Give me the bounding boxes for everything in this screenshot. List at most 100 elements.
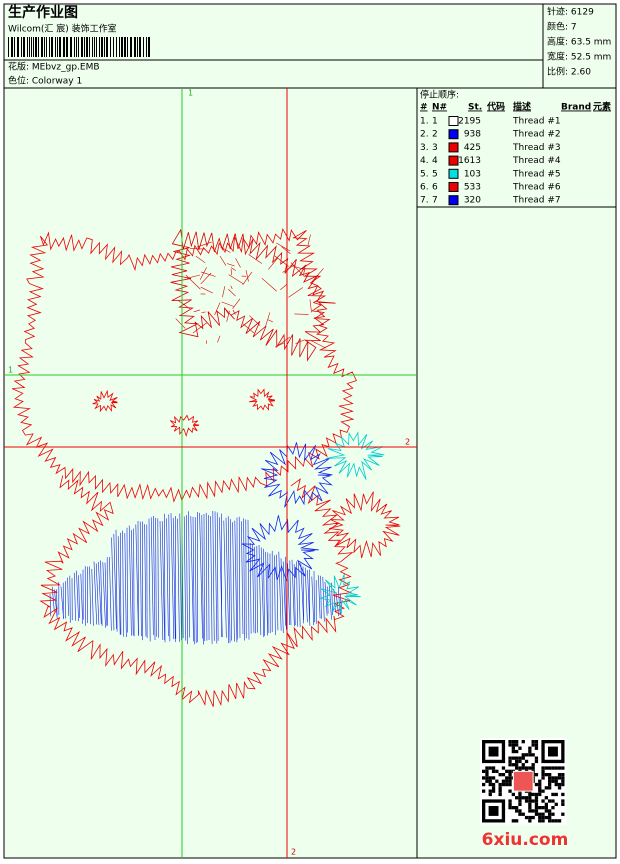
- qr-cell: [515, 740, 518, 743]
- qr-cell: [489, 783, 492, 786]
- qr-cell: [532, 793, 535, 796]
- qr-cell: [532, 743, 535, 746]
- description: Thread #1: [512, 117, 561, 127]
- qr-cell: [545, 766, 548, 769]
- bar-line: [110, 37, 111, 57]
- qr-cell: [508, 743, 511, 746]
- qr-cell: [508, 799, 511, 802]
- qr-cell: [525, 753, 528, 756]
- colorway: 色位: Colorway 1: [8, 75, 82, 87]
- qr-cell: [535, 803, 538, 806]
- qr-cell: [518, 813, 521, 816]
- qr-cell: [551, 806, 554, 809]
- bar-line: [124, 37, 126, 57]
- qr-cell: [508, 760, 511, 763]
- color-swatch: [449, 156, 458, 165]
- qr-cell: [538, 816, 541, 819]
- qr-cell: [545, 806, 548, 809]
- qr-cell: [551, 780, 554, 783]
- qr-cell: [555, 780, 558, 783]
- qr-cell: [522, 753, 525, 756]
- row-n: 4: [432, 156, 438, 166]
- qr-cell: [515, 763, 518, 766]
- qr-cell: [535, 760, 538, 763]
- row-index: 4.: [420, 156, 429, 166]
- qr-cell: [495, 780, 498, 783]
- row-n: 1: [432, 117, 438, 127]
- qr-cell: [538, 793, 541, 796]
- qr-code: [480, 738, 567, 825]
- qr-cell: [558, 773, 561, 776]
- qr-cell: [525, 796, 528, 799]
- bar-line: [38, 37, 39, 57]
- bar-line: [21, 37, 22, 57]
- qr-cell: [512, 740, 515, 743]
- qr-cell: [485, 780, 488, 783]
- qr-cell: [515, 809, 518, 812]
- bar-line: [17, 37, 19, 57]
- bar-line: [137, 37, 138, 57]
- qr-logo: [513, 771, 533, 791]
- bar-line: [23, 37, 25, 57]
- qr-cell: [548, 776, 551, 779]
- qr-cell: [492, 770, 495, 773]
- qr-cell: [541, 819, 544, 822]
- qr-cell: [535, 793, 538, 796]
- qr-cell: [538, 783, 541, 786]
- qr-cell: [528, 796, 531, 799]
- guide-label: 1: [8, 366, 13, 375]
- qr-cell: [528, 819, 531, 822]
- qr-cell: [558, 786, 561, 789]
- qr-cell: [561, 813, 564, 816]
- bar-line: [121, 37, 123, 57]
- qr-cell: [518, 799, 521, 802]
- qr-cell: [508, 776, 511, 779]
- qr-cell: [518, 809, 521, 812]
- bar-line: [76, 37, 77, 57]
- bar-line: [51, 37, 53, 57]
- qr-cell: [532, 816, 535, 819]
- description: Thread #2: [512, 130, 561, 140]
- qr-cell: [555, 819, 558, 822]
- qr-cell: [555, 783, 558, 786]
- design-file: 花版: MEbvz_gp.EMB: [8, 61, 100, 73]
- row-n: 6: [432, 183, 438, 193]
- qr-cell: [535, 740, 538, 743]
- qr-cell: [515, 750, 518, 753]
- watermark: 6xiu.com: [482, 830, 569, 850]
- qr-cell: [555, 776, 558, 779]
- row-n: 7: [432, 196, 438, 206]
- qr-cell: [535, 813, 538, 816]
- qr-cell: [482, 783, 485, 786]
- qr-cell: [538, 806, 541, 809]
- qr-cell: [541, 813, 544, 816]
- qr-cell: [508, 773, 511, 776]
- qr-cell: [551, 776, 554, 779]
- qr-cell: [518, 766, 521, 769]
- bar-line: [44, 37, 45, 57]
- bar-line: [104, 37, 105, 57]
- qr-cell: [522, 766, 525, 769]
- qr-cell: [489, 766, 492, 769]
- row-n: 5: [432, 169, 438, 179]
- row-index: 2.: [420, 130, 429, 140]
- qr-cell: [528, 750, 531, 753]
- qr-cell: [532, 809, 535, 812]
- qr-cell: [512, 743, 515, 746]
- qr-cell: [561, 793, 564, 796]
- row-n: 2: [432, 130, 438, 140]
- qr-cell: [512, 763, 515, 766]
- bar-line: [8, 37, 9, 57]
- qr-cell: [558, 776, 561, 779]
- qr-cell: [548, 819, 551, 822]
- qr-cell: [502, 773, 505, 776]
- qr-cell: [538, 786, 541, 789]
- qr-cell: [561, 799, 564, 802]
- qr-cell: [551, 819, 554, 822]
- qr-cell: [522, 763, 525, 766]
- qr-cell: [535, 809, 538, 812]
- qr-cell: [535, 743, 538, 746]
- qr-cell: [528, 799, 531, 802]
- bar-line: [94, 37, 95, 57]
